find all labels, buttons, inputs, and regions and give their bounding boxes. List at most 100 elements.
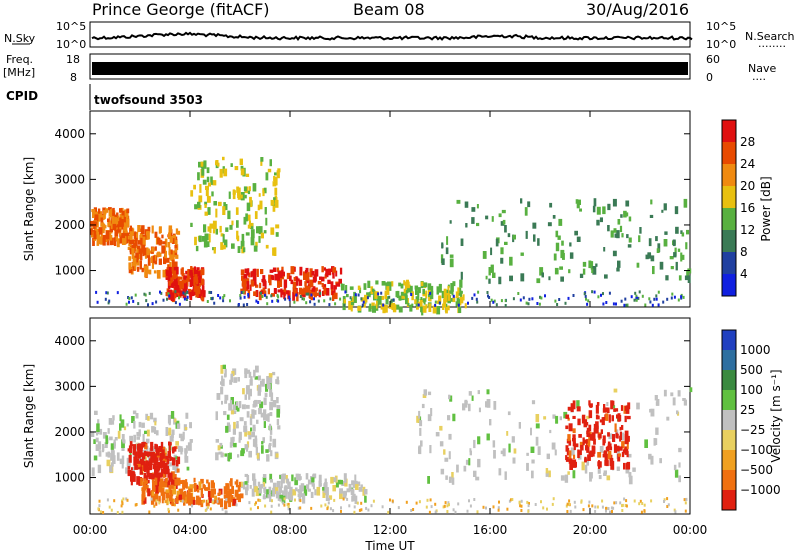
range-cell [262, 495, 267, 499]
range-cell [140, 458, 144, 463]
range-cell [175, 285, 179, 290]
range-cell [343, 473, 347, 480]
range-cell [106, 291, 109, 295]
range-cell [215, 452, 219, 461]
range-cell [311, 288, 316, 292]
range-cell [246, 404, 250, 409]
range-cell [171, 266, 175, 271]
range-cell [180, 436, 184, 442]
range-cell [353, 294, 357, 303]
range-cell [160, 464, 163, 469]
range-cell [176, 230, 181, 235]
range-cell [360, 508, 363, 512]
range-cell [271, 293, 275, 297]
range-cell [231, 243, 235, 249]
range-cell [213, 201, 217, 206]
range-cell [447, 305, 450, 311]
range-cell [662, 300, 665, 304]
range-cell [127, 466, 130, 470]
range-cell [250, 376, 253, 381]
range-cell [238, 481, 242, 488]
range-cell [273, 247, 277, 256]
range-cell [398, 306, 403, 313]
range-cell [460, 271, 463, 280]
range-cell [396, 290, 400, 299]
range-cell [222, 206, 226, 215]
range-cell [614, 423, 617, 432]
range-cell [178, 296, 180, 300]
range-cell [329, 297, 332, 301]
range-cell [172, 446, 177, 452]
range-cell [147, 257, 151, 266]
range-cell [298, 279, 303, 286]
range-cell [126, 213, 129, 219]
range-cell [335, 482, 339, 488]
range-cell [358, 488, 363, 492]
range-cell [230, 478, 233, 487]
range-cell [580, 445, 584, 451]
range-cell [384, 292, 388, 299]
range-cell [146, 466, 150, 476]
range-cell [99, 510, 102, 514]
range-cell [135, 413, 139, 419]
range-cell [656, 248, 660, 253]
range-cell [237, 194, 242, 200]
range-cell [289, 486, 293, 495]
range-cell [358, 508, 361, 512]
range-cell [528, 502, 530, 505]
range-cell [385, 296, 389, 305]
range-cell [237, 303, 240, 307]
range-cell [583, 439, 588, 444]
range-cell [418, 500, 421, 504]
range-cell [144, 480, 148, 485]
range-cell [208, 233, 211, 243]
range-cell [653, 438, 656, 446]
range-cell [215, 411, 218, 421]
range-cell [375, 280, 379, 285]
range-cell [586, 427, 590, 433]
range-cell [567, 406, 571, 411]
range-cell [136, 266, 140, 272]
range-cell [371, 302, 375, 309]
range-cell [298, 492, 301, 502]
range-cell [486, 399, 491, 408]
range-cell [319, 291, 322, 295]
range-cell [277, 503, 280, 507]
range-cell [121, 219, 124, 226]
range-cell [210, 480, 214, 489]
range-cell [253, 291, 257, 296]
range-cell [201, 500, 204, 504]
range-cell [265, 383, 269, 392]
range-cell [548, 276, 551, 281]
range-cell [450, 298, 453, 302]
range-cell [311, 270, 315, 276]
range-cell [340, 506, 342, 510]
range-cell [108, 299, 111, 303]
range-cell [604, 453, 608, 461]
range-cell [148, 461, 152, 471]
range-cell [318, 480, 322, 487]
range-cell [192, 270, 195, 279]
range-cell [224, 400, 228, 404]
range-cell [511, 498, 514, 501]
range-cell [459, 290, 462, 299]
range-cell [195, 245, 199, 252]
range-cell [613, 444, 617, 453]
range-cell [245, 173, 250, 177]
range-cell [507, 411, 511, 416]
range-cell [166, 496, 169, 506]
range-cell [324, 274, 327, 279]
range-cell [191, 496, 196, 502]
range-cell [277, 168, 281, 173]
range-cell [420, 440, 423, 447]
range-cell [242, 481, 246, 490]
range-cell [492, 505, 495, 509]
range-cell [257, 498, 260, 502]
colorbar-tick-label: 500 [740, 363, 763, 377]
range-cell [272, 400, 277, 408]
range-cell [213, 488, 216, 495]
range-cell [547, 222, 552, 227]
range-cell [151, 225, 154, 234]
range-cell [609, 510, 611, 514]
range-cell [512, 297, 515, 301]
